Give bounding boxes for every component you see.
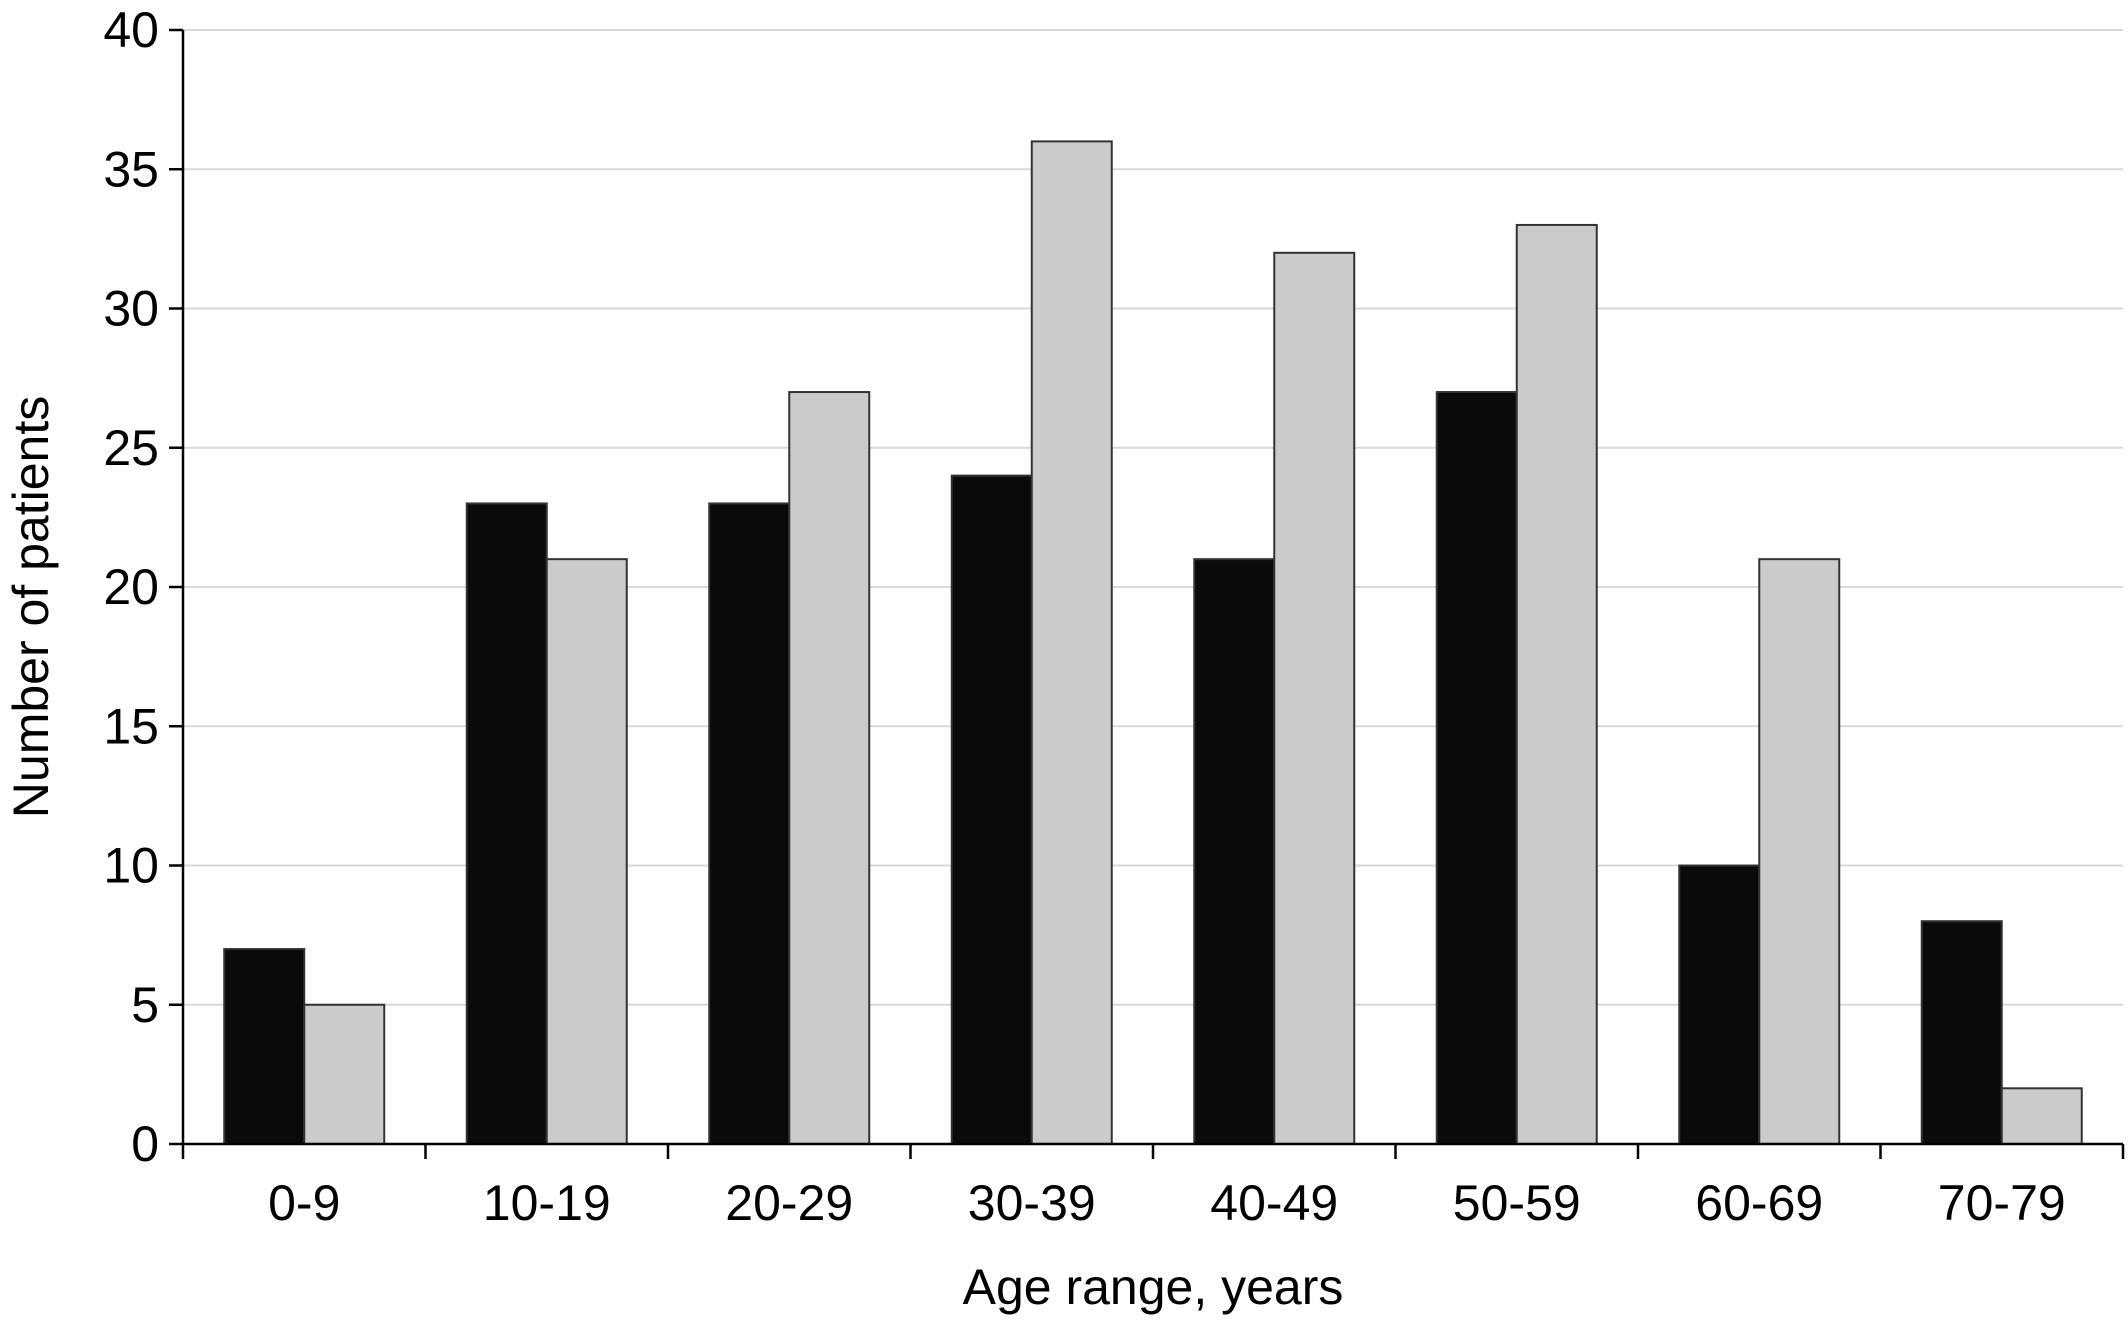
y-tick-label: 40	[103, 2, 159, 58]
x-tick-label: 10-19	[483, 1175, 611, 1231]
x-tick-labels: 0-9 10-19 20-29 30-39 40-49 50-59 60-69 70-79	[268, 1175, 2066, 1231]
bar-series-2-0-9	[303, 1003, 386, 1145]
bar-series-1-20-29	[708, 502, 791, 1145]
x-tick-label: 70-79	[1938, 1175, 2066, 1231]
bar-series-2-40-49	[1273, 251, 1356, 1146]
y-tick-label: 0	[131, 1116, 159, 1172]
x-tick-label: 60-69	[1695, 1175, 1823, 1231]
bar-series-2-30-39	[1030, 140, 1113, 1145]
x-axis-title: Age range, years	[963, 1259, 1344, 1315]
axes	[169, 28, 2125, 1159]
y-axis-title: Number of patients	[3, 396, 59, 818]
x-tick-label: 30-39	[968, 1175, 1096, 1231]
bars	[223, 140, 2083, 1146]
y-tick-label: 15	[103, 698, 159, 754]
bar-series-2-20-29	[788, 391, 871, 1145]
x-tick-label: 50-59	[1453, 1175, 1581, 1231]
bar-series-2-60-69	[1758, 558, 1841, 1145]
y-tick-label: 25	[103, 420, 159, 476]
bar-series-1-40-49	[1193, 558, 1276, 1145]
bar-series-1-60-69	[1678, 864, 1761, 1145]
bar-series-2-50-59	[1515, 223, 1598, 1145]
y-tick-label: 20	[103, 559, 159, 615]
bar-series-1-70-79	[1920, 920, 2003, 1146]
bar-series-1-30-39	[950, 474, 1033, 1146]
x-tick-label: 40-49	[1210, 1175, 1338, 1231]
y-tick-label: 5	[131, 977, 159, 1033]
y-tick-label: 30	[103, 281, 159, 337]
x-tick-label: 0-9	[268, 1175, 340, 1231]
bar-series-1-0-9	[223, 948, 306, 1145]
bar-series-1-50-59	[1435, 391, 1518, 1145]
bar-series-2-70-79	[2000, 1087, 2083, 1146]
bar-series-2-10-19	[545, 558, 628, 1145]
y-tick-label: 35	[103, 141, 159, 197]
y-tick-label: 10	[103, 838, 159, 894]
y-tick-labels: 0 5 10 15 20 25 30 35 40	[103, 2, 159, 1172]
x-tick-label: 20-29	[725, 1175, 853, 1231]
bar-series-1-10-19	[465, 502, 548, 1145]
